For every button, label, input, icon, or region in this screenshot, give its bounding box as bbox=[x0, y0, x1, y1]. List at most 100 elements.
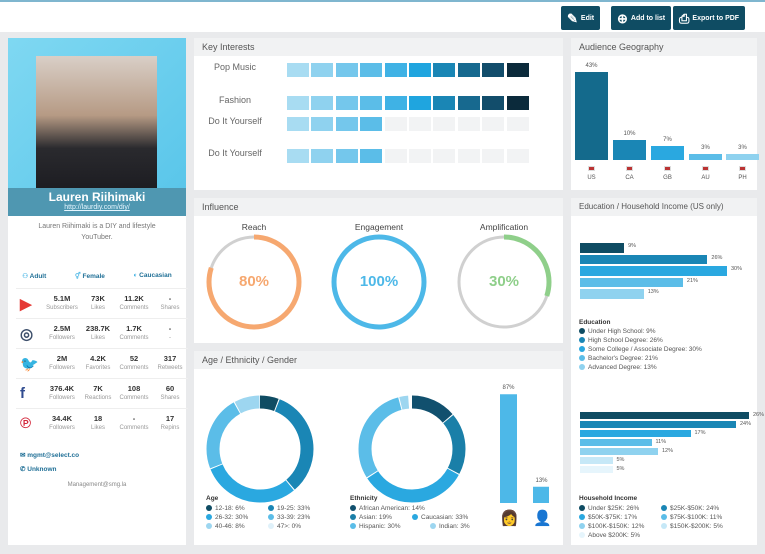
gauge-arc bbox=[206, 234, 302, 330]
education-legend-item: Bachelor's Degree: 21% bbox=[579, 354, 658, 363]
legend-label: African American: 14% bbox=[359, 505, 425, 512]
interest-level-segment bbox=[360, 96, 383, 110]
interest-level-segment bbox=[433, 63, 456, 77]
legend-dot-icon bbox=[412, 514, 418, 520]
education-income-card: Education / Household Income (US only) E… bbox=[571, 198, 764, 545]
stat: 2.5M Followers bbox=[44, 324, 80, 341]
stat-label: Favorites bbox=[85, 365, 111, 371]
interest-level-segment bbox=[409, 149, 431, 163]
phone-icon: ✆ bbox=[20, 466, 28, 473]
legend-dot-icon bbox=[579, 532, 585, 538]
stat: - Shares bbox=[152, 294, 188, 311]
legend-label: Under $25K: 26% bbox=[588, 505, 640, 512]
profile-url[interactable]: http://laurdiy.com/diy/ bbox=[64, 204, 130, 211]
gender-bar bbox=[500, 394, 517, 503]
instagram-icon[interactable]: ◎ bbox=[20, 326, 34, 343]
legend-dot-icon bbox=[661, 514, 667, 520]
legend-label: Indian: 3% bbox=[439, 523, 470, 530]
top-toolbar: ✎ Edit ⊕ Add to list ⎙ Export to PDF bbox=[0, 0, 765, 32]
interest-level-segment bbox=[287, 96, 309, 110]
legend-label: 47>: 0% bbox=[277, 523, 302, 530]
toggle-icon: ◐ bbox=[133, 272, 140, 279]
influence-gauges bbox=[206, 234, 552, 330]
add-to-list-button[interactable]: ⊕ Add to list bbox=[611, 6, 672, 30]
age-legend-title: Age bbox=[206, 495, 219, 502]
plus-circle-icon: ⊕ bbox=[617, 10, 628, 26]
interest-level-segment bbox=[506, 117, 529, 131]
legend-label: $75K-$100K: 11% bbox=[670, 514, 723, 521]
phone-text: Unknown bbox=[27, 466, 57, 473]
stat-value: 17 bbox=[165, 414, 175, 423]
interest-label: Fashion bbox=[218, 95, 252, 105]
interest-level-segment bbox=[311, 117, 334, 131]
geo-country: AU bbox=[701, 175, 710, 181]
name-band: Lauren Riihimaki http://laurdiy.com/diy/ bbox=[8, 188, 186, 216]
geo-country: CA bbox=[625, 175, 634, 181]
legend-label: $100K-$150K: 12% bbox=[588, 523, 645, 530]
education-bar bbox=[580, 277, 683, 287]
income-legend-item: Above $200K: 5% bbox=[579, 531, 640, 540]
demographics-chart bbox=[206, 394, 549, 503]
twitter-icon[interactable]: 🐦 bbox=[20, 356, 39, 373]
stat-label: Subscribers bbox=[46, 305, 78, 311]
stat: -- bbox=[152, 324, 188, 341]
legend-dot-icon bbox=[579, 346, 585, 352]
interest-level-segment bbox=[457, 117, 480, 131]
stat-label: Likes bbox=[90, 335, 105, 341]
profile-tags: ⚇ Adult ⚥ Female ◐ Caucasian bbox=[8, 272, 186, 280]
email-row[interactable]: ✉ mgmt@select.co bbox=[20, 451, 79, 459]
legend-label: Asian: 19% bbox=[359, 514, 392, 521]
income-value: 5% bbox=[616, 457, 625, 463]
edit-label: Edit bbox=[580, 14, 595, 22]
geo-bar bbox=[613, 139, 646, 160]
stat-label: Comments bbox=[119, 425, 149, 431]
education-value: 13% bbox=[647, 289, 659, 295]
stat: 1.7K Comments bbox=[116, 324, 152, 341]
interest-level-segment bbox=[360, 63, 383, 77]
legend-label: $150K-$200K: 5% bbox=[670, 523, 723, 530]
stat-value: 52 bbox=[129, 354, 139, 363]
legend-dot-icon bbox=[350, 523, 356, 529]
stat-label: Followers bbox=[49, 425, 75, 431]
income-bar bbox=[580, 466, 613, 473]
tag-label: Female bbox=[82, 273, 105, 280]
flag-icon bbox=[739, 166, 746, 171]
legend-label: High School Degree: 26% bbox=[588, 337, 663, 344]
education-legend-item: Some College / Associate Degree: 30% bbox=[579, 345, 702, 354]
education-legend-item: Under High School: 9% bbox=[579, 327, 656, 336]
interest-level-segment bbox=[506, 149, 529, 163]
education-value: 30% bbox=[731, 266, 743, 272]
ethnicity-legend-item: Hispanic: 30% bbox=[350, 522, 401, 531]
income-legend-item: $150K-$200K: 5% bbox=[661, 522, 723, 531]
card-title: Education / Household Income (US only) bbox=[571, 198, 757, 216]
geo-value: 10% bbox=[623, 130, 636, 137]
education-value: 9% bbox=[628, 243, 637, 249]
flag-icon bbox=[626, 166, 633, 171]
export-pdf-button[interactable]: ⎙ Export to PDF bbox=[673, 6, 746, 30]
stat: 317 Retweets bbox=[152, 354, 188, 371]
youtube-icon[interactable]: ▶ bbox=[20, 296, 32, 313]
pinterest-icon[interactable]: ℗ bbox=[20, 415, 32, 432]
legend-label: 26-32: 30% bbox=[215, 514, 249, 521]
interest-label: Pop Music bbox=[213, 62, 257, 72]
legend-label: 12-18: 6% bbox=[215, 505, 245, 512]
legend-dot-icon bbox=[206, 505, 212, 511]
flag-icon bbox=[588, 166, 595, 171]
legend-dot-icon bbox=[430, 523, 436, 529]
interest-label: Do It Yourself bbox=[208, 116, 262, 126]
stat: 60 Shares bbox=[152, 384, 188, 401]
interest-level-segment bbox=[409, 117, 431, 131]
gender-icon: ⚥ bbox=[74, 273, 83, 280]
legend-label: Above $200K: 5% bbox=[588, 532, 641, 539]
education-legend-title: Education bbox=[579, 319, 611, 326]
stat-value: 5.1M bbox=[53, 294, 71, 303]
age-legend-item: 12-18: 6% bbox=[206, 504, 245, 513]
stat-label: Followers bbox=[49, 395, 75, 401]
facebook-icon[interactable]: f bbox=[20, 385, 25, 402]
geo-bar bbox=[726, 153, 759, 160]
geo-value: 3% bbox=[701, 144, 710, 151]
stat: 2M Followers bbox=[44, 354, 80, 371]
legend-label: Some College / Associate Degree: 30% bbox=[588, 346, 702, 353]
edit-button[interactable]: ✎ Edit bbox=[561, 6, 601, 30]
add-label: Add to list bbox=[630, 14, 666, 22]
